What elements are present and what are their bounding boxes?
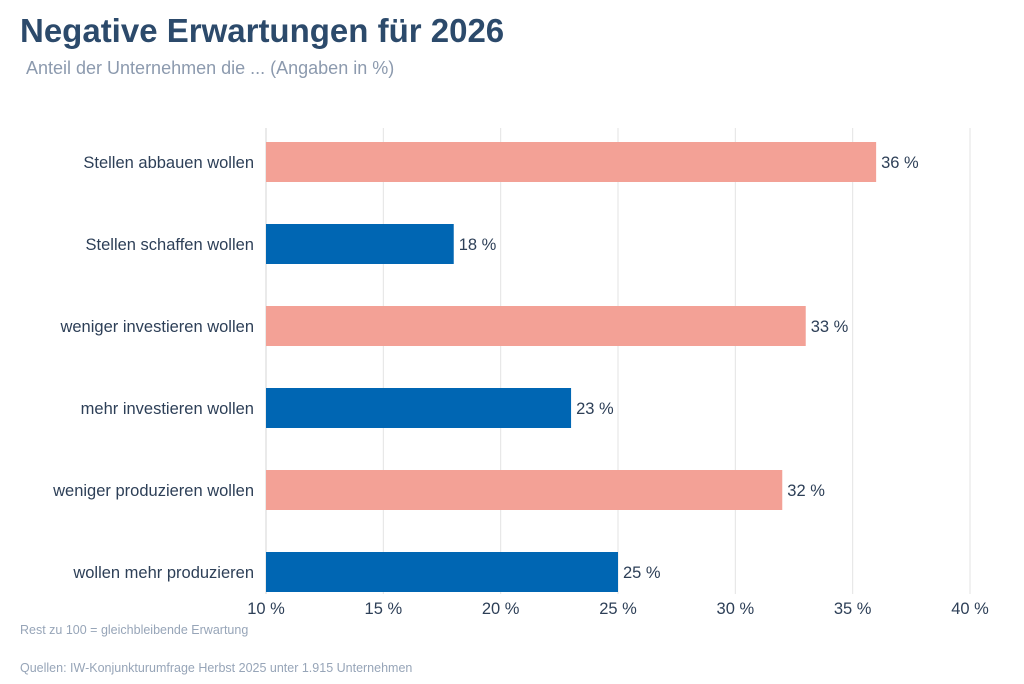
category-label: Stellen abbauen wollen [83, 154, 254, 172]
bar [266, 224, 454, 264]
source-note: Quellen: IW-Konjunkturumfrage Herbst 202… [20, 661, 413, 675]
bar [266, 552, 618, 592]
grid-lines [265, 128, 971, 594]
x-tick-label: 20 % [482, 600, 520, 618]
bar [266, 388, 572, 428]
category-label: weniger investieren wollen [59, 318, 254, 336]
chart-subtitle: Anteil der Unternehmen die ... (Angaben … [26, 58, 395, 78]
category-label: weniger produzieren wollen [52, 482, 254, 500]
footnote: Rest zu 100 = gleichbleibende Erwartung [20, 623, 249, 637]
x-tick-label: 35 % [834, 600, 872, 618]
value-label: 25 % [623, 564, 661, 582]
category-label: wollen mehr produzieren [72, 564, 254, 582]
x-tick-label: 15 % [365, 600, 403, 618]
value-label: 33 % [811, 318, 849, 336]
labels: 10 % 15 % 20 % 25 % 30 % 35 % 40 % Stellen abba… [52, 154, 989, 618]
value-label: 23 % [576, 400, 614, 418]
category-label: mehr investieren wollen [81, 400, 254, 418]
bar [266, 306, 806, 346]
bars [266, 142, 877, 592]
x-tick-label: 30 % [717, 600, 755, 618]
value-label: 36 % [881, 154, 919, 172]
bar [266, 470, 783, 510]
category-label: Stellen schaffen wollen [86, 236, 254, 254]
x-tick-label: 10 % [247, 600, 285, 618]
value-label: 32 % [787, 482, 825, 500]
bar [266, 142, 877, 182]
value-label: 18 % [459, 236, 497, 254]
chart-title: Negative Erwartungen für 2026 [20, 12, 505, 49]
x-tick-label: 25 % [599, 600, 637, 618]
x-tick-label: 40 % [951, 600, 989, 618]
